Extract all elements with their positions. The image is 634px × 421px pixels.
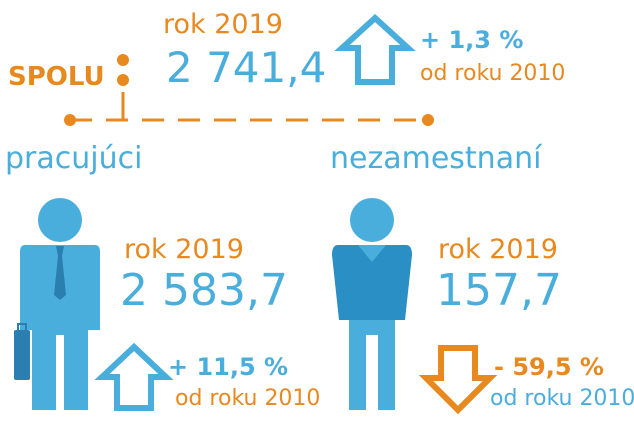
total-change: + 1,3 % [420, 26, 523, 54]
employed-value: 2 583,7 [120, 265, 288, 316]
dot [64, 114, 76, 126]
unemployed-year: rok 2019 [438, 234, 558, 265]
employed-label: pracujúci [5, 141, 142, 176]
employed-since: od roku 2010 [175, 386, 320, 411]
unemployed-label: nezamestnaní [330, 141, 543, 176]
employed-icon [14, 198, 100, 410]
unemployed-value: 157,7 [436, 265, 562, 316]
total-year: rok 2019 [163, 9, 283, 40]
up-arrow [94, 342, 174, 411]
total-value: 2 741,4 [166, 43, 326, 92]
total-label: SPOLU [8, 62, 105, 92]
up-arrow [334, 13, 416, 85]
dot [422, 114, 434, 126]
total-since: od roku 2010 [420, 61, 565, 86]
dot [117, 74, 129, 86]
down-arrow [418, 345, 498, 415]
unemployed-icon [332, 198, 412, 410]
unemployed-since: od roku 2010 [490, 386, 634, 411]
employed-year: rok 2019 [124, 234, 244, 265]
employed-change: + 11,5 % [168, 353, 288, 381]
dot [117, 54, 129, 66]
unemployed-change: - 59,5 % [494, 353, 604, 381]
